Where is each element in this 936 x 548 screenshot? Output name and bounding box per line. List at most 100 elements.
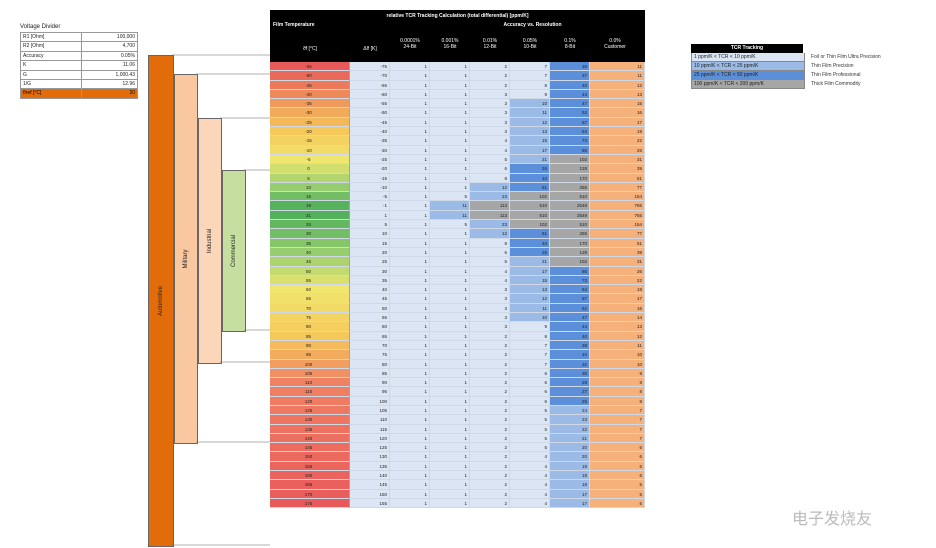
legend-label: Foil or Thin Film Ultra Precision xyxy=(811,54,881,60)
customer-value-cell: 11 xyxy=(590,71,645,81)
delta-temperature-cell: 140 xyxy=(350,471,390,481)
film-temperature-cell: 165 xyxy=(270,480,350,490)
customer-value-cell: 7 xyxy=(590,405,645,416)
film-temperature-cell: -55 xyxy=(270,62,350,72)
table-row: 10 -10 1 1 12 51 255 77 xyxy=(270,182,645,193)
delta-temperature-cell: 50 xyxy=(350,303,390,314)
voltage-divider-key: Accuracy xyxy=(21,51,82,61)
table-row: 75 55 1 1 3 10 47 14 xyxy=(270,313,645,323)
table-row: 95 75 1 1 2 7 34 10 xyxy=(270,350,645,360)
tcr-value-cell: 1 xyxy=(390,387,430,397)
tcr-value-cell: 2 xyxy=(470,433,510,444)
delta-temperature-cell: 155 xyxy=(350,498,390,509)
tcr-value-cell: 8 xyxy=(510,80,550,90)
tcr-value-cell: 34 xyxy=(550,350,590,360)
tcr-value-cell: 11 xyxy=(510,303,550,314)
customer-value-cell: 26 xyxy=(590,145,645,155)
tcr-value-cell: 1 xyxy=(390,145,430,155)
tcr-value-cell: 2 xyxy=(470,378,510,388)
film-temperature-cell: 50 xyxy=(270,266,350,276)
customer-value-cell: 31 xyxy=(590,257,645,267)
tcr-value-cell: 102 xyxy=(510,220,550,230)
delta-temperature-cell: 105 xyxy=(350,405,390,416)
reference-temperature-value: 20 xyxy=(129,90,135,97)
delta-temperature-cell: -40 xyxy=(350,127,390,137)
tcr-value-cell: 1 xyxy=(430,498,470,509)
tcr-value-cell: 4 xyxy=(470,136,510,146)
tcr-value-cell: 21 xyxy=(510,154,550,165)
tcr-value-cell: 102 xyxy=(510,192,550,202)
tcr-value-cell: 510 xyxy=(510,210,550,221)
film-temperature-label: Film Temperature xyxy=(273,22,315,28)
tcr-value-cell: 2 xyxy=(470,452,510,462)
voltage-divider-key: K xyxy=(21,61,82,70)
delta-temperature-cell: 115 xyxy=(350,424,390,434)
film-temperature-cell: 40 xyxy=(270,247,350,258)
delta-temperature-cell: -50 xyxy=(350,108,390,118)
tcr-value-cell: 255 xyxy=(550,229,590,239)
tcr-value-cell: 38 xyxy=(550,340,590,351)
tcr-value-cell: 64 xyxy=(550,127,590,137)
customer-value-cell: 16 xyxy=(590,303,645,314)
commercial-band-label: Commercial xyxy=(231,234,237,268)
legend-label: Thin Film Precision xyxy=(811,63,854,69)
customer-value-cell: 7 xyxy=(590,424,645,434)
customer-value-cell: 5 xyxy=(590,489,645,499)
tcr-value-cell: 52 xyxy=(550,303,590,314)
accuracy-label: Accuracy vs. Resolution xyxy=(503,22,562,28)
tcr-value-cell: 1 xyxy=(430,359,470,369)
film-temperature-cell: -20 xyxy=(270,127,350,137)
film-temperature-cell: 35 xyxy=(270,238,350,248)
delta-temperature-cell: -60 xyxy=(350,89,390,100)
table-row: -15 -35 1 1 4 15 73 22 xyxy=(270,136,645,146)
tcr-value-cell: 1 xyxy=(390,80,430,90)
tcr-value-cell: 34 xyxy=(510,173,550,183)
customer-value-cell: 9 xyxy=(590,378,645,388)
tcr-value-cell: 170 xyxy=(550,238,590,248)
tcr-value-cell: 24 xyxy=(550,405,590,416)
column-resolution: 12-Bit xyxy=(483,44,497,50)
delta-temperature-cell: 10 xyxy=(350,229,390,239)
table-row: 145 125 1 1 2 5 20 6 xyxy=(270,443,645,453)
commercial-band: Commercial xyxy=(222,170,246,332)
tcr-value-cell: 2 xyxy=(470,80,510,90)
table-row: 0 -20 1 1 6 26 128 39 xyxy=(270,164,645,174)
tcr-value-cell: 1 xyxy=(390,201,430,211)
column-header-theta: ϑf [°C] xyxy=(303,46,317,52)
tcr-value-cell: 1 xyxy=(430,368,470,379)
table-row: 90 70 1 1 2 7 38 11 xyxy=(270,340,645,351)
film-temperature-cell: -40 xyxy=(270,89,350,100)
film-temperature-cell: 65 xyxy=(270,294,350,304)
tcr-value-cell: 170 xyxy=(550,173,590,183)
table-row: 135 115 1 1 2 5 22 7 xyxy=(270,424,645,434)
tcr-value-cell: 2 xyxy=(470,489,510,499)
tcr-value-cell: 17 xyxy=(510,266,550,276)
table-row: 70 50 1 1 3 11 52 16 xyxy=(270,303,645,314)
film-temperature-cell: -10 xyxy=(270,145,350,155)
tcr-value-cell: 1 xyxy=(430,350,470,360)
tcr-value-cell: 11 xyxy=(430,201,470,211)
delta-temperature-cell: -5 xyxy=(350,192,390,202)
table-row: 65 45 1 1 3 12 57 17 xyxy=(270,294,645,304)
table-row: 165 145 1 1 2 4 18 5 xyxy=(270,480,645,490)
customer-value-cell: 16 xyxy=(590,108,645,118)
customer-value-cell: 765 xyxy=(590,210,645,221)
table-row: -40 -60 1 1 3 9 43 13 xyxy=(270,89,645,100)
tcr-value-cell: 1 xyxy=(430,182,470,193)
tcr-value-cell: 3 xyxy=(470,99,510,109)
tcr-value-cell: 1 xyxy=(430,89,470,100)
tcr-value-cell: 1 xyxy=(430,285,470,295)
tcr-value-cell: 3 xyxy=(470,127,510,137)
tcr-value-cell: 38 xyxy=(550,62,590,72)
tcr-value-cell: 7 xyxy=(510,62,550,72)
tcr-value-cell: 12 xyxy=(470,229,510,239)
film-temperature-cell: 0 xyxy=(270,164,350,174)
table-row: -45 -65 1 1 2 8 40 12 xyxy=(270,80,645,90)
tcr-value-cell: 1 xyxy=(430,62,470,72)
tcr-value-cell: 1 xyxy=(390,164,430,174)
tcr-value-cell: 1 xyxy=(430,415,470,425)
tcr-value-cell: 10 xyxy=(510,313,550,323)
delta-temperature-cell: 120 xyxy=(350,433,390,444)
customer-value-cell: 5 xyxy=(590,480,645,490)
customer-value-cell: 154 xyxy=(590,192,645,202)
